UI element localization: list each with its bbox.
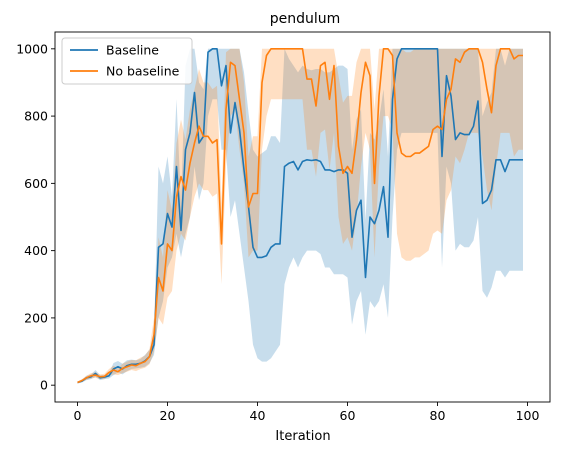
legend: Baseline No baseline [61, 37, 193, 85]
x-tick-label: 40 [250, 408, 266, 423]
x-tick-label: 20 [160, 408, 176, 423]
legend-label-0: Baseline [106, 43, 159, 58]
y-tick-label: 200 [24, 310, 48, 325]
band-series-0 [77, 48, 523, 384]
line-series-1 [77, 47, 523, 384]
x-tick-label: 80 [430, 408, 446, 423]
y-tick-label: 1000 [16, 41, 48, 56]
x-tick-label: 0 [74, 408, 82, 423]
confidence-bands [77, 48, 523, 384]
line-series-0 [77, 47, 523, 384]
x-tick-label: 100 [516, 408, 540, 423]
y-tick-label: 400 [24, 243, 48, 258]
y-tick-label: 800 [24, 109, 48, 124]
chart-title: pendulum [270, 11, 341, 27]
x-axis-label: Iteration [275, 429, 330, 444]
band-series-1 [77, 48, 523, 384]
x-tick-label: 60 [340, 408, 356, 423]
series-lines [77, 47, 523, 384]
y-tick-label: 0 [40, 378, 48, 393]
plot-frame [54, 31, 551, 403]
y-tick-label: 600 [24, 176, 48, 191]
legend-label-1: No baseline [106, 64, 180, 79]
